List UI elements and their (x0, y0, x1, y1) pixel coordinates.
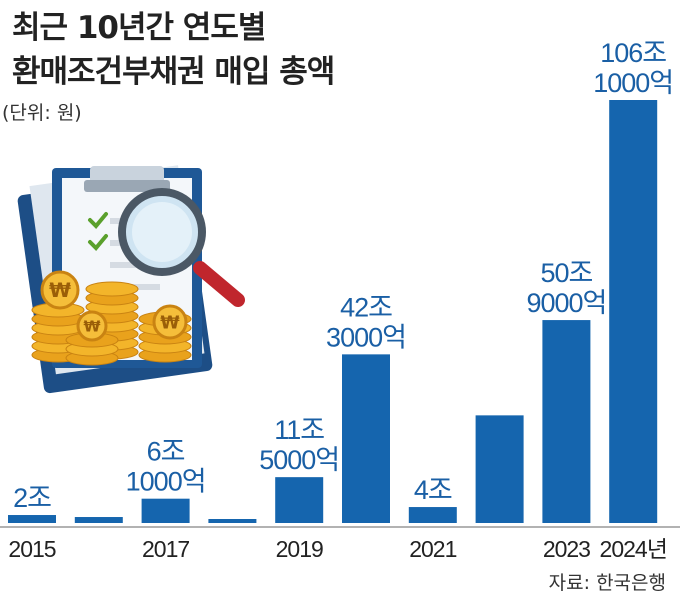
tick-label-2024: 2024년 (600, 536, 667, 562)
data-label-2024-0: 106조 (600, 38, 666, 68)
bar-2016 (74, 517, 123, 523)
bar-2017 (141, 498, 190, 523)
data-label-2021-0: 4조 (414, 475, 452, 505)
data-label-2017-0: 6조 (147, 437, 185, 467)
data-label-2015-0: 2조 (13, 483, 51, 513)
won-coin (76, 310, 108, 342)
data-label-2020-0: 42조 (340, 292, 392, 322)
data-label-2023-1: 9000억 (526, 288, 606, 318)
won-sign: ₩ (84, 318, 101, 336)
title-line-2: 환매조건부채권 매입 총액 (12, 54, 335, 90)
bar-2023 (542, 320, 591, 523)
data-label-2017-1: 1000억 (126, 467, 206, 497)
coin-stack-piece (85, 281, 139, 297)
tick-label-2023: 2023 (543, 536, 590, 562)
source-note: 자료: 한국은행 (548, 572, 666, 594)
data-label-2024-1: 1000억 (593, 68, 673, 98)
bar-2024 (609, 100, 658, 523)
bar-2019 (275, 477, 324, 523)
won-sign: ₩ (49, 279, 71, 302)
tick-label-2019: 2019 (276, 536, 323, 562)
bar-2015 (8, 515, 56, 523)
bar-2021 (408, 507, 457, 523)
won-coin (152, 304, 188, 340)
bar-2020 (342, 354, 390, 523)
checkmark-icon (88, 212, 108, 251)
unit-label: (단위: 원) (2, 102, 82, 124)
won-coin-icon: ₩ ₩ ₩ (31, 270, 192, 366)
chart-title: 최근 10년간 연도별 환매조건부채권 매입 총액 (12, 6, 335, 94)
data-label-2023-0: 50조 (540, 258, 592, 288)
magnifier-icon (118, 188, 245, 307)
tick-label-2015: 2015 (8, 536, 55, 562)
tick-label-2017: 2017 (142, 536, 189, 562)
data-label-2020-1: 3000억 (326, 322, 406, 352)
title-line-1: 최근 10년간 연도별 (12, 10, 266, 46)
tick-label-2021: 2021 (409, 536, 456, 562)
bar-2018 (208, 519, 257, 523)
won-sign: ₩ (160, 313, 180, 333)
won-coin (40, 270, 80, 310)
data-label-2019-1: 5000억 (259, 445, 339, 475)
bar-2022 (475, 415, 524, 523)
data-label-2019-0: 11조 (274, 415, 324, 445)
